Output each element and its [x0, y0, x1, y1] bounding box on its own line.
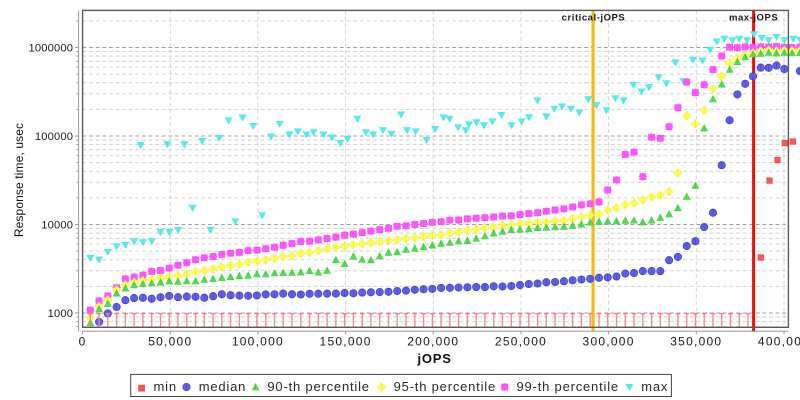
svg-text:0: 0	[79, 334, 87, 348]
svg-text:300,000: 300,000	[583, 334, 635, 348]
svg-text:median: median	[199, 379, 246, 394]
svg-text:200,000: 200,000	[407, 334, 459, 348]
svg-text:jOPS: jOPS	[417, 351, 452, 366]
svg-text:Response time, usec: Response time, usec	[12, 123, 26, 237]
svg-text:100,000: 100,000	[232, 334, 284, 348]
svg-text:1000000: 1000000	[28, 42, 73, 54]
svg-text:250,000: 250,000	[495, 334, 547, 348]
svg-text:1000: 1000	[48, 308, 74, 320]
svg-text:critical-jOPS: critical-jOPS	[562, 12, 626, 23]
svg-text:50,000: 50,000	[148, 334, 192, 348]
svg-text:150,000: 150,000	[320, 334, 372, 348]
svg-text:95-th percentile: 95-th percentile	[394, 379, 496, 394]
svg-text:100000: 100000	[35, 131, 73, 143]
svg-text:90-th percentile: 90-th percentile	[267, 379, 369, 394]
svg-text:350,000: 350,000	[670, 334, 722, 348]
svg-text:min: min	[154, 379, 177, 394]
svg-text:max-jOPS: max-jOPS	[729, 12, 778, 23]
svg-text:10000: 10000	[41, 219, 73, 231]
svg-text:99-th percentile: 99-th percentile	[517, 379, 619, 394]
svg-text:400,000: 400,000	[758, 334, 800, 348]
svg-text:max: max	[641, 379, 668, 394]
